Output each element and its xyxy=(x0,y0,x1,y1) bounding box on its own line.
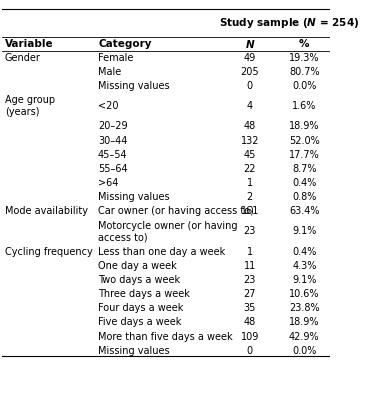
Text: Four days a week: Four days a week xyxy=(98,303,183,313)
Text: Male: Male xyxy=(98,67,121,77)
Text: 11: 11 xyxy=(244,261,256,271)
Text: Motorcycle owner (or having
access to): Motorcycle owner (or having access to) xyxy=(98,221,238,242)
Text: 1: 1 xyxy=(247,247,253,257)
Text: 23: 23 xyxy=(244,226,256,236)
Text: 9.1%: 9.1% xyxy=(292,226,317,236)
Text: 8.7%: 8.7% xyxy=(292,164,317,174)
Text: 0.4%: 0.4% xyxy=(292,247,317,257)
Text: 4.3%: 4.3% xyxy=(292,261,317,271)
Text: Study sample ($\bfit{N}$ = 254): Study sample ($\bfit{N}$ = 254) xyxy=(219,16,359,30)
Text: 0: 0 xyxy=(247,81,253,91)
Text: 2: 2 xyxy=(247,192,253,202)
Text: 0.0%: 0.0% xyxy=(292,346,317,356)
Text: 20–29: 20–29 xyxy=(98,121,128,131)
Text: Missing values: Missing values xyxy=(98,346,170,356)
Text: 22: 22 xyxy=(244,164,256,174)
Text: Car owner (or having access to): Car owner (or having access to) xyxy=(98,206,254,216)
Text: 4: 4 xyxy=(247,101,253,111)
Text: Two days a week: Two days a week xyxy=(98,275,180,285)
Text: One day a week: One day a week xyxy=(98,261,177,271)
Text: 45: 45 xyxy=(244,150,256,160)
Text: 49: 49 xyxy=(244,52,256,62)
Text: Less than one day a week: Less than one day a week xyxy=(98,247,225,257)
Text: 0: 0 xyxy=(247,346,253,356)
Text: %: % xyxy=(299,39,310,49)
Text: Missing values: Missing values xyxy=(98,192,170,202)
Text: 23.8%: 23.8% xyxy=(289,303,320,313)
Text: 10.6%: 10.6% xyxy=(289,289,320,299)
Text: Missing values: Missing values xyxy=(98,81,170,91)
Text: 132: 132 xyxy=(240,136,259,146)
Text: 35: 35 xyxy=(244,303,256,313)
Text: 48: 48 xyxy=(244,318,256,328)
Text: Three days a week: Three days a week xyxy=(98,289,190,299)
Text: 80.7%: 80.7% xyxy=(289,67,320,77)
Text: $\bfit{N}$: $\bfit{N}$ xyxy=(244,38,255,50)
Text: >64: >64 xyxy=(98,178,119,188)
Text: 109: 109 xyxy=(241,332,259,342)
Text: 48: 48 xyxy=(244,121,256,131)
Text: 42.9%: 42.9% xyxy=(289,332,320,342)
Text: <20: <20 xyxy=(98,101,119,111)
Text: Category: Category xyxy=(98,39,152,49)
Text: 55–64: 55–64 xyxy=(98,164,128,174)
Text: 27: 27 xyxy=(244,289,256,299)
Text: 17.7%: 17.7% xyxy=(289,150,320,160)
Text: 1: 1 xyxy=(247,178,253,188)
Text: 19.3%: 19.3% xyxy=(289,52,320,62)
Text: Mode availability: Mode availability xyxy=(5,206,87,216)
Text: 1.6%: 1.6% xyxy=(292,101,317,111)
Text: 0.8%: 0.8% xyxy=(292,192,317,202)
Text: 23: 23 xyxy=(244,275,256,285)
Text: 63.4%: 63.4% xyxy=(289,206,320,216)
Text: 0.4%: 0.4% xyxy=(292,178,317,188)
Text: 45–54: 45–54 xyxy=(98,150,128,160)
Text: 18.9%: 18.9% xyxy=(289,318,320,328)
Text: 52.0%: 52.0% xyxy=(289,136,320,146)
Text: 30–44: 30–44 xyxy=(98,136,127,146)
Text: Cycling frequency: Cycling frequency xyxy=(5,247,92,257)
Text: Female: Female xyxy=(98,52,134,62)
Text: Variable: Variable xyxy=(5,39,53,49)
Text: 205: 205 xyxy=(240,67,259,77)
Text: More than five days a week: More than five days a week xyxy=(98,332,233,342)
Text: 161: 161 xyxy=(241,206,259,216)
Text: Age group
(years): Age group (years) xyxy=(5,95,55,117)
Text: 9.1%: 9.1% xyxy=(292,275,317,285)
Text: Gender: Gender xyxy=(5,52,41,62)
Text: 18.9%: 18.9% xyxy=(289,121,320,131)
Text: Five days a week: Five days a week xyxy=(98,318,182,328)
Text: 0.0%: 0.0% xyxy=(292,81,317,91)
